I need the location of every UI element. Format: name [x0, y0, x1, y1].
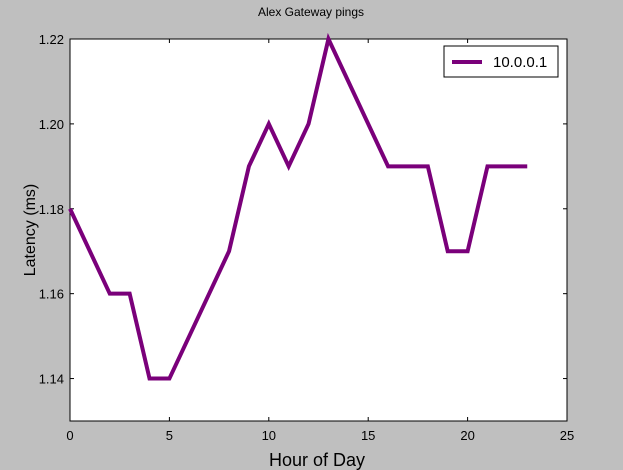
- y-tick-label: 1.16: [39, 287, 64, 302]
- x-axis-label: Hour of Day: [269, 450, 365, 470]
- x-tick-label: 25: [560, 428, 574, 443]
- legend-label: 10.0.0.1: [493, 54, 547, 71]
- y-axis-label: Latency (ms): [22, 184, 39, 276]
- x-tick-label: 10: [262, 428, 276, 443]
- plot-area: [69, 38, 568, 422]
- y-tick-label: 1.14: [39, 372, 64, 387]
- legend: 10.0.0.1: [443, 45, 559, 78]
- x-tick-label: 15: [361, 428, 375, 443]
- y-tick-label: 1.22: [39, 32, 64, 47]
- x-tick-label: 0: [66, 428, 73, 443]
- chart-title: Alex Gateway pings: [258, 5, 364, 19]
- x-tick-label: 5: [166, 428, 173, 443]
- y-tick-label: 1.18: [39, 202, 64, 217]
- series-line: [68, 32, 528, 381]
- axis-ticks: 0 5 10 15 20 25 1.14 1.16 1.18 1.20 1.22: [39, 32, 575, 443]
- y-tick-label: 1.20: [39, 117, 64, 132]
- x-tick-label: 20: [460, 428, 474, 443]
- series-layer: [68, 32, 528, 381]
